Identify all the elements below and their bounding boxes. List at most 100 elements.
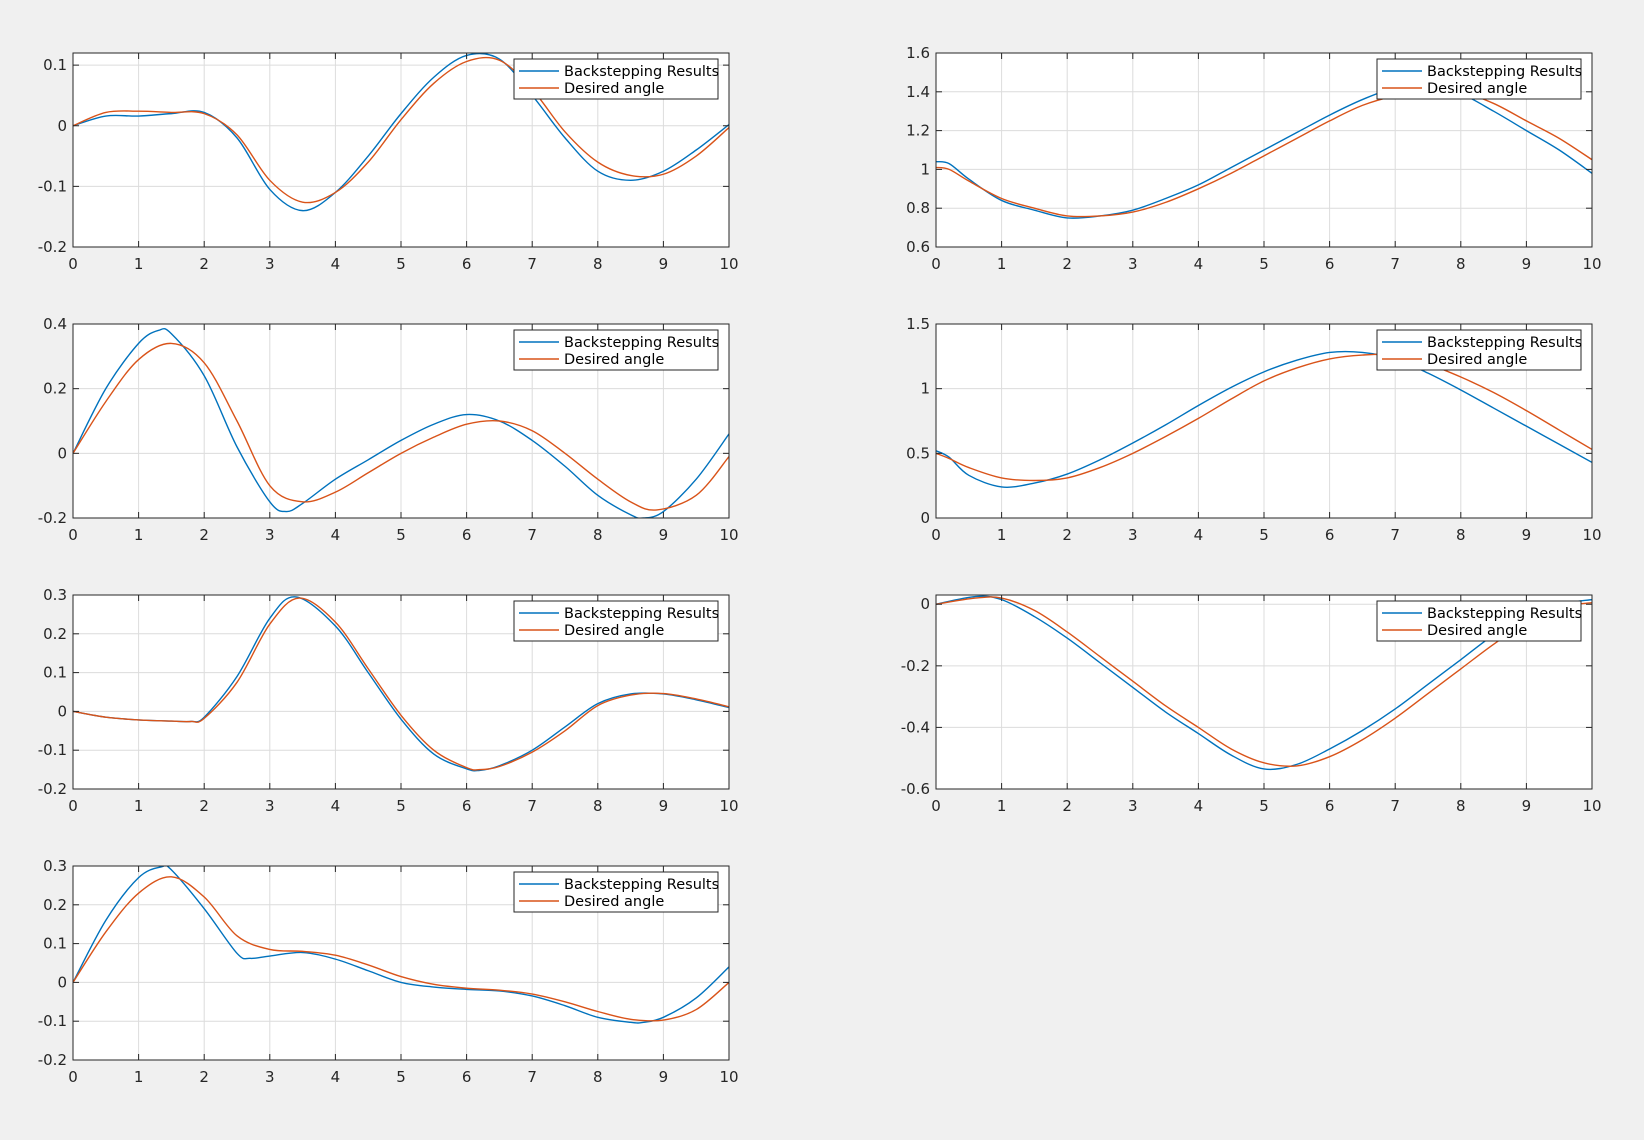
x-tick-label: 2 xyxy=(199,1068,209,1086)
legend-label-1: Backstepping Results xyxy=(564,335,719,351)
x-tick-label: 8 xyxy=(1456,526,1466,544)
legend-label-1: Backstepping Results xyxy=(1427,335,1582,351)
y-tick-label: 0 xyxy=(57,117,67,135)
legend-label-1: Backstepping Results xyxy=(564,64,719,80)
y-tick-label: -0.2 xyxy=(38,509,67,527)
x-tick-label: 4 xyxy=(1194,526,1204,544)
y-tick-label: 0.3 xyxy=(43,586,67,604)
y-tick-label: 0.5 xyxy=(906,444,930,462)
x-tick-label: 10 xyxy=(719,255,738,273)
subplot-4: 0 1 2 3 4 5 6 7 8 9 10 0 0.5 1 1.5 Backstepping Results… xyxy=(906,315,1601,544)
x-tick-label: 9 xyxy=(659,255,669,273)
series-line-2 xyxy=(73,597,729,771)
x-tick-label: 8 xyxy=(1456,255,1466,273)
legend-label-1: Backstepping Results xyxy=(1427,606,1582,622)
x-tick-label: 5 xyxy=(1259,526,1269,544)
y-tick-label: -0.6 xyxy=(901,780,930,798)
series-line-1 xyxy=(73,866,729,1024)
x-tick-label: 4 xyxy=(331,255,341,273)
x-tick-label: 8 xyxy=(593,1068,603,1086)
y-tick-label: 0.3 xyxy=(43,857,67,875)
x-tick-label: 6 xyxy=(462,526,472,544)
x-tick-label: 0 xyxy=(931,526,941,544)
x-tick-label: 7 xyxy=(527,255,537,273)
x-tick-label: 3 xyxy=(1128,526,1138,544)
series-line-2 xyxy=(73,876,729,1022)
x-tick-label: 8 xyxy=(593,526,603,544)
x-tick-label: 6 xyxy=(462,1068,472,1086)
legend-box xyxy=(513,58,719,100)
y-tick-label: -0.2 xyxy=(38,238,67,256)
y-tick-label: 0.4 xyxy=(43,315,67,333)
x-tick-label: 4 xyxy=(331,1068,341,1086)
series-line-1 xyxy=(936,350,1592,488)
x-tick-label: 1 xyxy=(134,526,144,544)
subplot-2: 0 1 2 3 4 5 6 7 8 9 10 0.6 0.8 1 1.2 1.4 1.6 Backstepping… xyxy=(906,44,1601,273)
x-tick-label: 5 xyxy=(396,1068,406,1086)
x-tick-label: 0 xyxy=(931,797,941,815)
x-tick-label: 3 xyxy=(265,1068,275,1086)
y-tick-label: -0.1 xyxy=(38,1012,67,1030)
x-tick-label: 5 xyxy=(396,526,406,544)
x-tick-label: 4 xyxy=(331,526,341,544)
x-tick-label: 8 xyxy=(1456,797,1466,815)
legend-label-2: Desired angle xyxy=(564,623,664,639)
x-tick-label: 0 xyxy=(68,255,78,273)
x-tick-label: 9 xyxy=(659,526,669,544)
y-tick-label: 1.5 xyxy=(906,315,930,333)
x-tick-label: 2 xyxy=(199,255,209,273)
x-tick-label: 10 xyxy=(719,526,738,544)
series-line-1 xyxy=(73,327,729,518)
x-tick-label: 6 xyxy=(1325,526,1335,544)
y-tick-label: -0.2 xyxy=(901,657,930,675)
x-tick-label: 3 xyxy=(1128,797,1138,815)
x-tick-label: 0 xyxy=(68,1068,78,1086)
y-tick-label: 0 xyxy=(920,595,930,613)
x-tick-label: 7 xyxy=(1390,255,1400,273)
x-tick-label: 0 xyxy=(931,255,941,273)
legend-box xyxy=(1376,600,1582,642)
x-tick-label: 4 xyxy=(1194,255,1204,273)
x-tick-label: 3 xyxy=(1128,255,1138,273)
x-tick-label: 6 xyxy=(1325,797,1335,815)
x-tick-label: 9 xyxy=(1522,526,1532,544)
legend-box xyxy=(513,871,719,913)
x-tick-label: 7 xyxy=(1390,797,1400,815)
y-tick-label: 1.2 xyxy=(906,122,930,140)
subplot-1: 0 1 2 3 4 5 6 7 8 9 10 -0.2 -0.1 0 0.1 Backstepping Res… xyxy=(38,52,739,273)
x-tick-label: 1 xyxy=(134,255,144,273)
series-line-1 xyxy=(936,84,1592,219)
x-tick-label: 1 xyxy=(997,797,1007,815)
x-tick-label: 9 xyxy=(1522,797,1532,815)
y-tick-label: 1.6 xyxy=(906,44,930,62)
x-tick-label: 9 xyxy=(659,1068,669,1086)
series-line-2 xyxy=(936,353,1592,482)
subplot-7: 0 1 2 3 4 5 6 7 8 9 10 -0.2 -0.1 0 0.1 0.2 0.3 Backsteppi… xyxy=(38,857,739,1086)
x-tick-label: 3 xyxy=(265,797,275,815)
legend-box xyxy=(513,329,719,371)
legend-label-2: Desired angle xyxy=(564,81,664,97)
x-tick-label: 2 xyxy=(199,797,209,815)
x-tick-label: 2 xyxy=(1062,255,1072,273)
x-tick-label: 2 xyxy=(1062,797,1072,815)
x-tick-label: 0 xyxy=(68,797,78,815)
y-tick-label: -0.2 xyxy=(38,780,67,798)
series-line-1 xyxy=(936,595,1592,771)
y-tick-label: 0 xyxy=(920,509,930,527)
y-tick-label: 0.2 xyxy=(43,896,67,914)
y-tick-label: 0.6 xyxy=(906,238,930,256)
x-tick-label: 10 xyxy=(719,797,738,815)
x-tick-label: 10 xyxy=(1582,526,1601,544)
legend-label-2: Desired angle xyxy=(1427,352,1527,368)
x-tick-label: 8 xyxy=(593,255,603,273)
x-tick-label: 5 xyxy=(1259,797,1269,815)
series-line-2 xyxy=(73,342,729,511)
x-tick-label: 5 xyxy=(396,255,406,273)
y-tick-label: 1 xyxy=(920,160,930,178)
